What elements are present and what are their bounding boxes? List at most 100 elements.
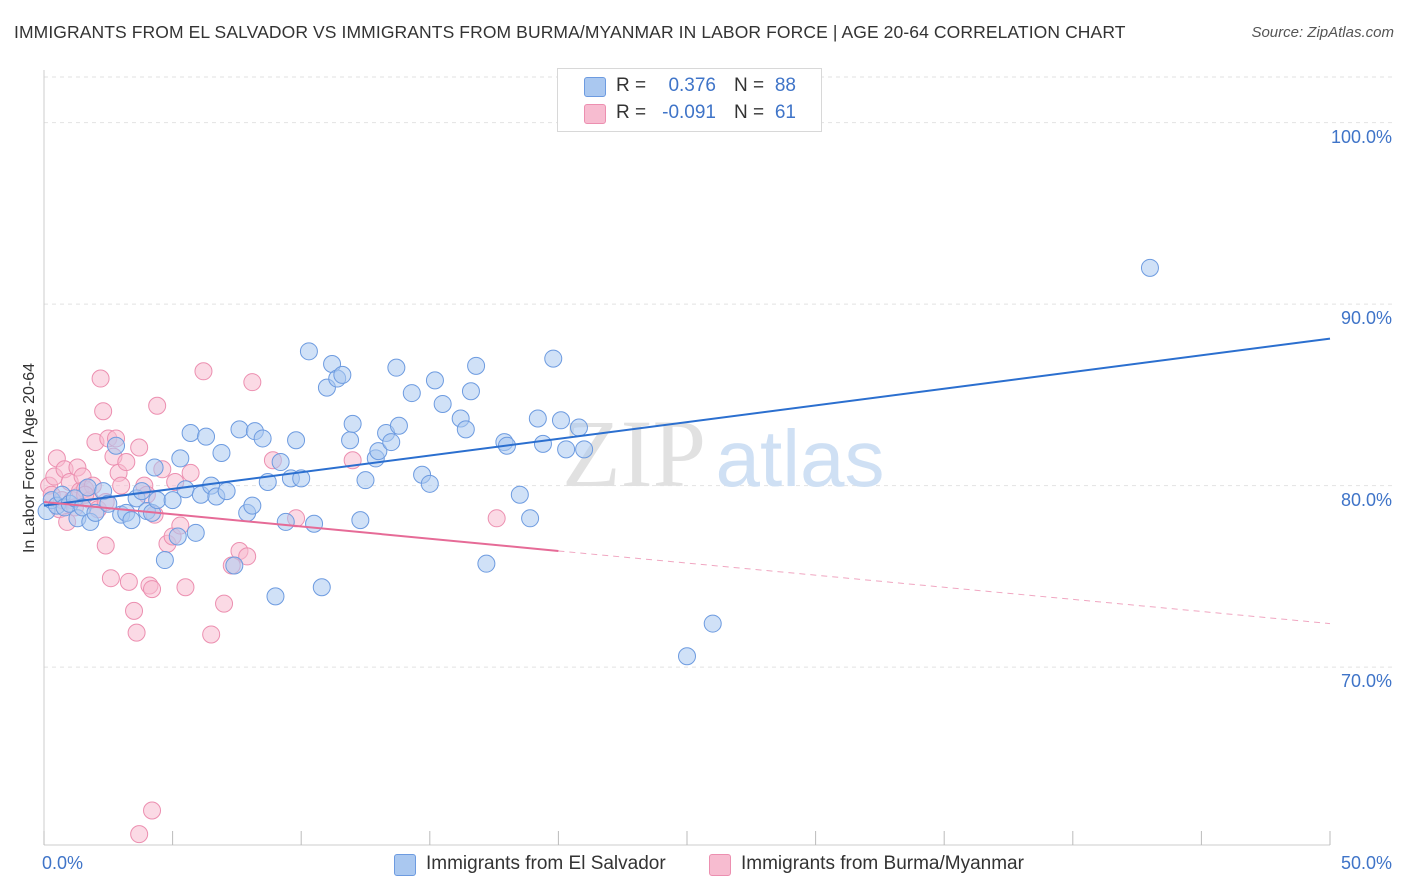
- data-point-el-salvador: [382, 433, 401, 452]
- gridlines: [44, 76, 1394, 668]
- trend-lines: [43, 337, 1331, 625]
- data-point-burma: [243, 373, 262, 392]
- legend-r-value: 0.376: [668, 75, 716, 96]
- data-point-el-salvador: [243, 496, 262, 515]
- legend-n-value: 88: [774, 75, 796, 96]
- data-point-el-salvador: [420, 474, 439, 493]
- legend-swatch-pink: [709, 854, 731, 876]
- data-point-el-salvador: [132, 482, 151, 501]
- data-point-el-salvador: [171, 449, 190, 468]
- correlation-legend: R = 0.376 N = 88 R = -0.091 N = 61: [557, 68, 822, 132]
- x-tick-label-max: 50.0%: [1340, 853, 1392, 873]
- data-point-burma: [238, 547, 257, 566]
- data-point-burma: [487, 509, 506, 528]
- y-tick-label: 100.0%: [1330, 126, 1392, 147]
- data-point-el-salvador: [575, 440, 594, 459]
- data-point-burma: [91, 369, 110, 388]
- data-point-burma: [143, 801, 162, 820]
- data-point-el-salvador: [456, 420, 475, 439]
- data-point-el-salvador: [145, 458, 164, 477]
- data-point-el-salvador: [703, 614, 722, 633]
- legend-row-el-salvador: R = 0.376 N = 88: [558, 74, 821, 100]
- data-point-el-salvador: [351, 511, 370, 530]
- data-point-burma: [202, 625, 221, 644]
- data-point-burma: [96, 536, 115, 555]
- data-point-el-salvador: [510, 485, 529, 504]
- y-tick-label: 80.0%: [1340, 489, 1392, 510]
- x-tick-label-min: 0.0%: [42, 853, 84, 873]
- data-point-burma: [101, 569, 120, 588]
- data-point-el-salvador: [148, 491, 167, 510]
- data-point-el-salvador: [312, 578, 331, 597]
- data-point-el-salvador: [225, 556, 244, 575]
- legend-row-burma: R = -0.091 N = 61: [558, 101, 821, 127]
- data-point-el-salvador: [253, 429, 272, 448]
- data-point-el-salvador: [271, 453, 290, 472]
- data-point-el-salvador: [467, 356, 486, 375]
- data-point-el-salvador: [461, 382, 480, 401]
- data-point-el-salvador: [477, 554, 496, 573]
- data-point-el-salvador: [356, 471, 375, 490]
- data-point-el-salvador: [212, 443, 231, 462]
- data-point-el-salvador: [678, 647, 696, 666]
- legend-swatch-pink: [584, 104, 606, 124]
- data-point-el-salvador: [528, 409, 547, 428]
- data-point-el-salvador: [521, 509, 540, 528]
- legend-n-label: N =: [734, 75, 765, 96]
- legend-n-value: 61: [774, 102, 796, 123]
- data-point-el-salvador: [533, 434, 552, 453]
- trend-line-el-salvador: [43, 337, 1331, 507]
- data-point-el-salvador: [217, 482, 236, 501]
- trend-line-burma: [43, 500, 559, 552]
- legend-label: Immigrants from El Salvador: [426, 853, 666, 874]
- legend-r-label: R =: [616, 102, 647, 123]
- data-point-el-salvador: [389, 416, 408, 435]
- data-point-el-salvador: [287, 431, 306, 450]
- legend-n-label: N =: [734, 102, 765, 123]
- data-point-el-salvador: [163, 491, 182, 510]
- data-point-el-salvador: [276, 512, 295, 531]
- data-point-burma: [148, 396, 167, 415]
- data-point-el-salvador: [387, 358, 406, 377]
- data-point-el-salvador: [292, 469, 311, 488]
- y-tick-label: 70.0%: [1340, 671, 1392, 692]
- data-point-el-salvador: [402, 384, 421, 403]
- data-point-el-salvador: [544, 349, 563, 368]
- data-point-el-salvador: [1140, 258, 1159, 277]
- data-point-el-salvador: [433, 394, 452, 413]
- axes: [43, 70, 1331, 846]
- legend-swatch-blue: [394, 854, 416, 876]
- data-point-burma: [130, 825, 149, 844]
- data-point-el-salvador: [305, 514, 324, 533]
- data-point-el-salvador: [333, 365, 352, 384]
- chart-title: IMMIGRANTS FROM EL SALVADOR VS IMMIGRANT…: [14, 22, 1126, 42]
- data-point-el-salvador: [557, 440, 576, 459]
- data-point-el-salvador: [155, 551, 174, 570]
- data-point-burma: [143, 580, 162, 599]
- data-point-el-salvador: [186, 523, 205, 542]
- data-point-el-salvador: [299, 342, 318, 361]
- data-point-burma: [181, 463, 200, 482]
- data-point-el-salvador: [122, 511, 141, 530]
- data-point-el-salvador: [176, 480, 195, 499]
- source-credit: Source: ZipAtlas.com: [1251, 24, 1394, 41]
- data-point-el-salvador: [78, 478, 97, 497]
- data-point-burma: [130, 438, 149, 457]
- data-point-el-salvador: [266, 587, 285, 606]
- data-point-el-salvador: [425, 371, 444, 390]
- data-point-el-salvador: [341, 431, 360, 450]
- data-point-burma: [176, 578, 195, 597]
- data-point-burma: [194, 362, 213, 381]
- data-point-el-salvador: [197, 427, 216, 446]
- y-tick-label: 90.0%: [1340, 308, 1392, 329]
- data-point-el-salvador: [107, 436, 126, 455]
- data-point-el-salvador: [181, 423, 200, 442]
- legend-r-value: -0.091: [662, 102, 716, 123]
- data-point-burma: [125, 601, 144, 620]
- data-point-burma: [112, 476, 131, 495]
- data-point-burma: [117, 453, 136, 472]
- data-point-el-salvador: [551, 411, 570, 430]
- data-point-burma: [127, 623, 146, 642]
- y-axis-label: In Labor Force | Age 20-64: [21, 362, 38, 554]
